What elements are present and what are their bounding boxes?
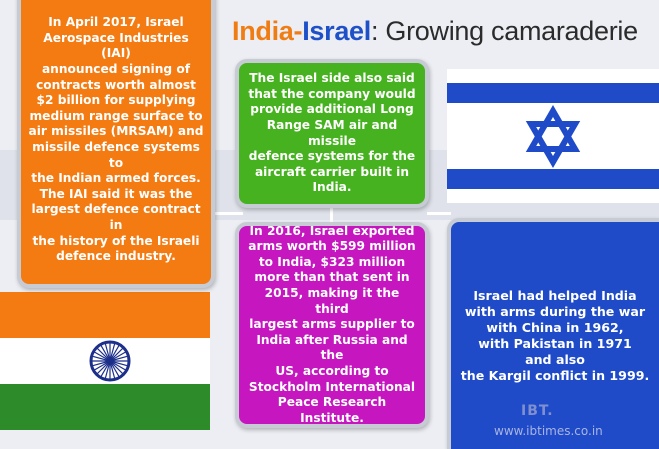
- fact-box-long-range-sam: The Israel side also said that the compa…: [235, 59, 429, 208]
- title-dash: -: [293, 16, 303, 46]
- chakra-spoke: [109, 360, 120, 377]
- site-url: www.ibtimes.co.in: [494, 424, 603, 438]
- star-of-david-icon: [525, 105, 581, 168]
- chakra-spoke: [109, 351, 126, 362]
- chakra-spoke: [94, 351, 111, 362]
- chakra-spoke: [104, 360, 111, 379]
- fact-text-long-range-sam: The Israel side also said that the compa…: [248, 71, 416, 195]
- chakra-spoke: [100, 360, 111, 377]
- chakra-spoke: [104, 343, 111, 362]
- page-title: India-Israel: Growing camaraderie: [232, 16, 638, 47]
- chakra-spoke: [109, 360, 124, 375]
- fact-text-historical-help: Israel had helped India with arms during…: [460, 287, 650, 383]
- connector-line: [330, 206, 333, 224]
- chakra-spoke: [109, 355, 128, 362]
- chakra-spoke: [100, 345, 111, 362]
- chakra-spoke: [92, 355, 111, 362]
- chakra-spoke: [109, 345, 120, 362]
- fact-box-arms-exports: In 2016, Israel exported arms worth $599…: [235, 222, 429, 428]
- chakra-spoke: [96, 360, 111, 375]
- fact-text-arms-exports: In 2016, Israel exported arms worth $599…: [248, 223, 416, 425]
- fact-text-iai-contract: In April 2017, Israel Aerospace Industri…: [28, 15, 204, 264]
- connector-line: [213, 212, 243, 215]
- title-israel: Israel: [302, 16, 371, 46]
- fact-box-historical-help: Israel had helped India with arms during…: [447, 218, 659, 449]
- chakra-spoke: [109, 360, 116, 379]
- fact-box-iai-contract: In April 2017, Israel Aerospace Industri…: [17, 0, 215, 288]
- chakra-spoke: [109, 343, 116, 362]
- chakra-spoke: [92, 360, 111, 367]
- chakra-spoke: [109, 360, 126, 371]
- chakra-spoke: [109, 347, 124, 362]
- chakra-spoke: [109, 360, 128, 367]
- chakra-spoke: [94, 360, 111, 371]
- title-india: India: [232, 16, 294, 46]
- india-flag-icon: [0, 292, 210, 430]
- ibt-logo: IBT.: [521, 403, 554, 419]
- ashoka-chakra-icon: [89, 340, 131, 382]
- title-subtitle: : Growing camaraderie: [370, 16, 638, 46]
- chakra-spoke: [96, 347, 111, 362]
- israel-flag-icon: [447, 69, 659, 203]
- connector-line: [427, 212, 451, 215]
